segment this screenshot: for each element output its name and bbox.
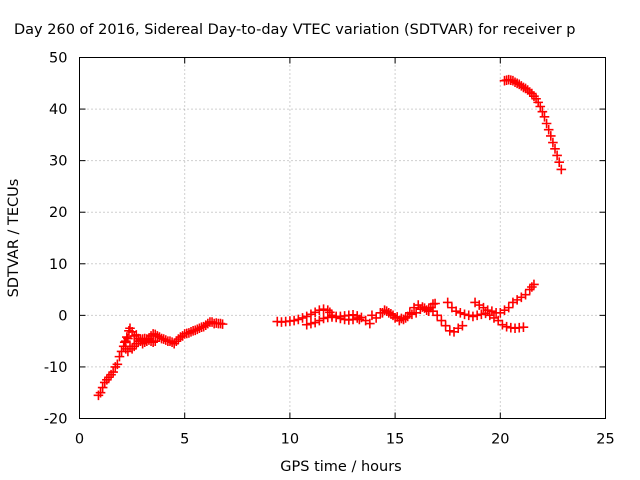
data-point (365, 318, 375, 329)
data-point (468, 311, 478, 322)
y-tick-label: 0 (58, 308, 67, 324)
data-point (541, 118, 552, 129)
data-series (120, 333, 161, 357)
data-point (539, 112, 550, 122)
x-tick-label: 5 (180, 432, 189, 448)
data-point (543, 124, 554, 135)
y-tick-label: 20 (49, 205, 67, 221)
data-point (440, 320, 451, 331)
data-point (487, 306, 497, 317)
data-point (537, 106, 548, 117)
data-point (407, 309, 417, 320)
data-point (394, 315, 405, 326)
data-point (97, 382, 108, 393)
data-point (554, 157, 565, 167)
data-point (432, 310, 442, 321)
data-series (301, 310, 375, 330)
data-point (476, 309, 487, 320)
x-tick-label: 25 (596, 432, 614, 448)
data-point (451, 306, 461, 317)
chart-title: Day 260 of 2016, Sidereal Day-to-day VTE… (14, 22, 575, 38)
data-series (499, 74, 567, 175)
data-point (457, 320, 468, 331)
data-point (386, 309, 396, 319)
data-point (318, 304, 329, 314)
data-series (442, 297, 529, 334)
data-point (377, 307, 388, 318)
y-tick-label: 50 (49, 51, 67, 67)
axis-ticks: 0 5 10 15 20 25 -20 -10 0 10 20 30 40 50 (44, 51, 615, 448)
data-points (93, 74, 567, 401)
y-tick-label: 40 (49, 102, 67, 118)
x-tick-label: 20 (491, 432, 509, 448)
data-point (436, 315, 447, 326)
x-tick-label: 10 (281, 432, 299, 448)
data-point (352, 311, 363, 321)
data-series (93, 317, 228, 401)
y-tick-label: -10 (44, 360, 68, 376)
data-point (301, 319, 312, 330)
data-point (150, 336, 161, 346)
data-point (122, 332, 132, 342)
data-point (348, 310, 358, 320)
data-point (552, 150, 562, 161)
data-point (548, 137, 558, 148)
y-tick-label: 30 (49, 154, 67, 170)
data-point (493, 315, 503, 326)
x-axis-label: GPS time / hours (280, 459, 401, 475)
x-tick-label: 15 (386, 432, 404, 448)
data-point (447, 302, 457, 313)
data-point (314, 305, 325, 315)
data-point (445, 326, 455, 336)
data-point (297, 313, 308, 323)
data-point (114, 351, 125, 362)
data-point (550, 143, 560, 154)
data-point (545, 131, 556, 141)
data-point (95, 387, 106, 398)
data-point (482, 305, 493, 315)
y-tick-label: 10 (49, 257, 67, 273)
data-point (535, 101, 546, 112)
data-point (293, 314, 304, 325)
data-point (503, 302, 514, 313)
data-point (520, 289, 531, 300)
data-series (377, 303, 468, 337)
y-axis-label: SDTVAR / TECUs (6, 179, 22, 298)
data-point (442, 297, 453, 308)
data-point (112, 359, 123, 370)
data-point (123, 333, 133, 344)
data-point (518, 322, 529, 333)
data-point (306, 318, 316, 329)
y-tick-label: -20 (44, 412, 68, 428)
data-point (556, 164, 567, 175)
data-point (217, 319, 228, 329)
data-point (289, 315, 299, 326)
data-point (455, 307, 466, 318)
data-point (529, 279, 539, 290)
data-point (108, 367, 118, 377)
grid (79, 57, 606, 419)
data-point (501, 321, 512, 332)
data-point (459, 309, 470, 320)
data-point (463, 310, 474, 321)
data-point (318, 313, 329, 324)
data-point (472, 310, 482, 321)
data-point (430, 298, 440, 309)
data-point (371, 313, 381, 323)
plot-frame (79, 57, 606, 419)
data-point (449, 327, 459, 337)
data-point (411, 307, 421, 318)
x-tick-label: 0 (75, 432, 84, 448)
data-point (415, 304, 426, 314)
data-point (428, 306, 438, 317)
data-series (470, 279, 539, 318)
data-point (419, 303, 430, 313)
